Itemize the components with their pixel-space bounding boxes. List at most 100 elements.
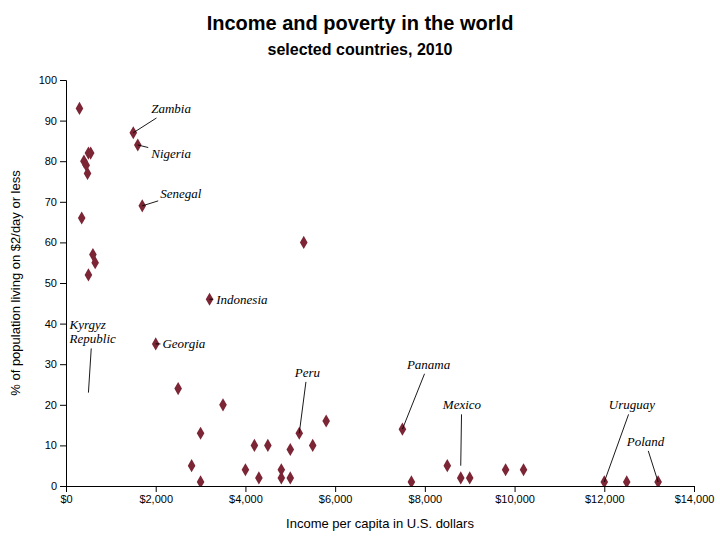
annotation: Zambia bbox=[151, 101, 191, 116]
x-axis-line bbox=[67, 487, 695, 493]
annotation: KyrgyzRepublic bbox=[69, 317, 116, 346]
y-axis-title: % of population living on $2/day or less bbox=[8, 170, 23, 396]
x-tick-mark bbox=[604, 486, 605, 492]
annotation: Nigeria bbox=[150, 146, 191, 161]
y-tick: 50 bbox=[45, 277, 66, 289]
y-tick: 20 bbox=[45, 399, 66, 411]
annotation: Georgia bbox=[162, 336, 205, 351]
annotation-line-text: Republic bbox=[69, 331, 116, 346]
point bbox=[300, 236, 308, 249]
point bbox=[91, 256, 99, 269]
y-tick-mark bbox=[60, 364, 66, 365]
annotation-line-text: Peru bbox=[294, 365, 321, 380]
y-axis-line bbox=[60, 81, 67, 487]
annotation-line-text: Georgia bbox=[162, 336, 205, 351]
x-tick-mark bbox=[245, 486, 246, 492]
annotation-line-text: Mexico bbox=[442, 397, 482, 412]
point bbox=[623, 475, 631, 486]
point bbox=[286, 471, 294, 484]
y-tick-label: 80 bbox=[45, 155, 57, 167]
point bbox=[443, 459, 451, 472]
annotation-connector bbox=[88, 348, 91, 392]
annotation: Poland bbox=[626, 434, 665, 449]
annotation-lines bbox=[88, 118, 658, 482]
y-tick-mark bbox=[60, 242, 66, 243]
point bbox=[309, 439, 317, 452]
annotation-line-text: Panama bbox=[406, 357, 451, 372]
annotation-connector bbox=[299, 382, 306, 433]
x-tick: $4,000 bbox=[229, 486, 263, 505]
annotation-connector bbox=[156, 343, 161, 344]
y-tick-mark bbox=[60, 80, 66, 81]
y-tick: 40 bbox=[45, 318, 66, 330]
point bbox=[457, 471, 465, 484]
annotation-connector bbox=[142, 201, 158, 206]
annotation-line-text: Senegal bbox=[160, 186, 202, 201]
title: Income and poverty in the world bbox=[207, 12, 514, 34]
annotation-line-text: Zambia bbox=[151, 101, 191, 116]
point bbox=[322, 414, 330, 427]
x-tick: $12,000 bbox=[585, 486, 625, 505]
x-tick-label: $8,000 bbox=[409, 493, 443, 505]
point bbox=[78, 211, 86, 224]
point bbox=[87, 147, 95, 160]
annotation-connector bbox=[460, 414, 462, 465]
point bbox=[520, 463, 528, 476]
y-tick-label: 30 bbox=[45, 358, 57, 370]
point bbox=[129, 126, 137, 139]
x-tick-mark bbox=[156, 486, 157, 492]
x-tick-label: $4,000 bbox=[229, 493, 263, 505]
point bbox=[255, 471, 263, 484]
point bbox=[408, 475, 416, 486]
annotation: Senegal bbox=[160, 186, 202, 201]
x-tick-label: $14,000 bbox=[675, 493, 715, 505]
y-tick-label: 40 bbox=[45, 318, 57, 330]
annotation: Indonesia bbox=[215, 292, 268, 307]
point bbox=[219, 398, 227, 411]
chart-svg: Income and poverty in the worldselected … bbox=[0, 0, 720, 540]
point bbox=[264, 439, 272, 452]
y-tick-mark bbox=[60, 283, 66, 284]
y-tick-mark bbox=[60, 405, 66, 406]
y-tick-mark bbox=[60, 486, 66, 487]
x-tick-label: $2,000 bbox=[139, 493, 173, 505]
y-tick-label: 100 bbox=[39, 74, 57, 86]
point bbox=[84, 167, 92, 180]
y-tick-label: 20 bbox=[45, 399, 57, 411]
annotation-line-text: Nigeria bbox=[150, 146, 191, 161]
x-axis-title: Income per capita in U.S. dollars bbox=[286, 516, 474, 531]
y-tick: 90 bbox=[45, 115, 66, 127]
annotation-connector bbox=[402, 374, 424, 429]
y-tick-label: 70 bbox=[45, 196, 57, 208]
chart-container: Income and poverty in the worldselected … bbox=[0, 0, 720, 540]
y-tick-mark bbox=[60, 121, 66, 122]
x-tick: $2,000 bbox=[139, 486, 173, 505]
y-tick: 60 bbox=[45, 236, 66, 248]
point bbox=[188, 459, 196, 472]
point bbox=[197, 427, 205, 440]
annotation: Uruguay bbox=[609, 397, 655, 412]
annotation-line-text: Indonesia bbox=[215, 292, 268, 307]
x-tick-mark bbox=[335, 486, 336, 492]
points bbox=[76, 102, 662, 486]
x-tick-mark bbox=[694, 486, 695, 492]
y-tick: 10 bbox=[45, 439, 66, 451]
y-tick-mark bbox=[60, 445, 66, 446]
annotation: Panama bbox=[406, 357, 451, 372]
annotation-connector bbox=[210, 299, 214, 300]
y-tick-label: 50 bbox=[45, 277, 57, 289]
annotation: Peru bbox=[294, 365, 321, 380]
x-tick-label: $10,000 bbox=[495, 493, 535, 505]
y-tick: 100 bbox=[39, 74, 66, 86]
x-tick-label: $6,000 bbox=[319, 493, 353, 505]
point bbox=[251, 439, 259, 452]
x-tick-mark bbox=[515, 486, 516, 492]
annotation-line-text: Kyrgyz bbox=[69, 317, 106, 332]
y-tick-label: 90 bbox=[45, 115, 57, 127]
y-tick-mark bbox=[60, 202, 66, 203]
y-axis: 0102030405060708090100 bbox=[39, 74, 67, 492]
point bbox=[85, 268, 93, 281]
annotation-connector bbox=[648, 451, 658, 482]
point bbox=[286, 443, 294, 456]
y-tick-mark bbox=[60, 161, 66, 162]
